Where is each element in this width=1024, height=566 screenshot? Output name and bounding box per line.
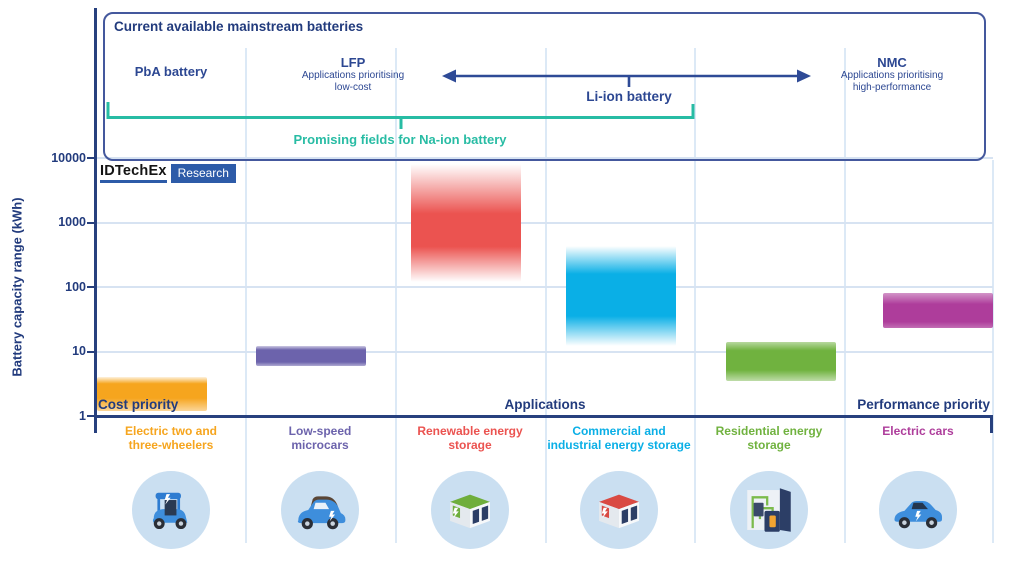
column-divider — [992, 160, 994, 543]
industrial-storage-icon — [580, 471, 658, 549]
y-gridline — [96, 350, 993, 353]
category-label: Renewable energy storage — [417, 424, 523, 452]
y-tick-label: 10 — [72, 344, 86, 358]
y-tick-label: 1 — [79, 408, 86, 423]
y-tick-label: 100 — [65, 279, 86, 294]
y-gridline — [96, 157, 993, 159]
column-divider — [245, 48, 247, 543]
y-tick-mark — [87, 415, 96, 417]
box-title: Current available mainstream batteries — [114, 19, 364, 34]
idtechex-logo: IDTechEx Research — [100, 163, 236, 183]
nmc-battery-label: NMC Applications prioritising high-perfo… — [840, 55, 944, 93]
category-label: Electric cars — [882, 424, 954, 438]
column-divider — [844, 48, 846, 543]
bar-renewable-storage — [411, 164, 521, 282]
cost-priority-label: Cost priority — [98, 397, 179, 412]
y-tick-mark — [87, 221, 96, 224]
naion-promising-label: Promising fields for Na-ion battery — [293, 132, 507, 147]
column-divider — [694, 48, 696, 543]
renewable-storage-icon — [431, 471, 509, 549]
column-divider — [395, 48, 397, 543]
bar-electric-car — [883, 293, 993, 329]
mainstream-batteries-box — [103, 12, 986, 161]
pba-battery-label: PbA battery — [134, 64, 208, 79]
category-label: Electric two and three-wheelers — [124, 424, 218, 452]
liion-battery-label: Li-ion battery — [586, 89, 672, 104]
home-battery-icon — [730, 471, 808, 549]
three-wheeler-icon — [132, 471, 210, 549]
idtechex-logo-research-tag: Research — [170, 163, 236, 183]
y-gridline — [96, 221, 993, 224]
y-axis-line — [94, 8, 97, 433]
performance-priority-label: Performance priority — [857, 397, 990, 412]
y-tick-label: 1000 — [58, 215, 86, 229]
x-axis-right-end-tick — [990, 417, 993, 433]
y-gridline — [96, 286, 993, 288]
y-tick-mark — [87, 286, 96, 288]
category-label: Residential energy storage — [715, 424, 823, 452]
bar-home-battery — [726, 342, 836, 381]
bar-three-wheeler — [97, 377, 207, 411]
category-label: Commercial and industrial energy storage — [547, 424, 691, 452]
applications-label: Applications — [504, 397, 586, 412]
column-divider — [545, 48, 547, 543]
y-tick-label: 10000 — [51, 150, 86, 165]
bar-microcar — [256, 346, 366, 366]
idtechex-logo-brand: IDTechEx — [100, 163, 167, 183]
category-label: Low-speed microcars — [288, 424, 352, 452]
y-tick-mark — [87, 350, 96, 353]
electric-car-icon — [879, 471, 957, 549]
y-axis-title: Battery capacity range (kWh) — [9, 197, 25, 377]
y-tick-mark — [87, 157, 96, 159]
lfp-battery-label: LFP Applications prioritising low-cost — [301, 55, 405, 93]
x-axis-line — [94, 415, 993, 418]
microcar-icon — [281, 471, 359, 549]
bar-industrial-storage — [566, 246, 676, 347]
